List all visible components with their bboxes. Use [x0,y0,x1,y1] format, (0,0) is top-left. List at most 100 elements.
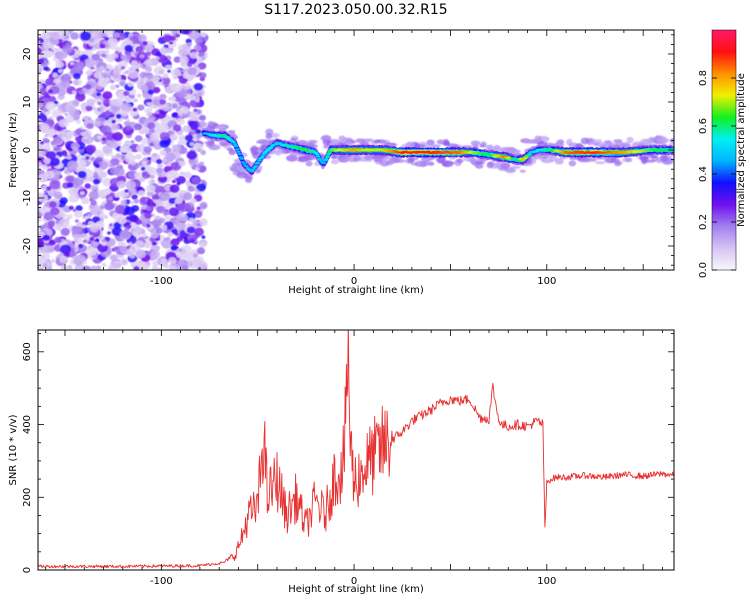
noise-cell [132,98,138,103]
noise-cell [44,134,49,138]
noise-cell [49,239,56,246]
halo-cell [497,166,508,171]
noise-cell [134,171,143,179]
noise-cell [93,178,100,185]
noise-cell [108,225,113,230]
noise-cell [62,152,68,157]
noise-cell [132,107,138,112]
noise-cell [93,241,99,246]
noise-cell [129,160,136,166]
noise-cell [68,205,74,210]
noise-cell [101,53,106,58]
noise-cell [150,250,160,259]
noise-cell [75,219,79,223]
page-title: S117.2023.050.00.32.R15 [264,2,448,18]
halo-cell [236,172,249,179]
halo-cell [523,140,536,144]
colorbar-tick-label: 0.6 [698,118,709,134]
noise-cell [54,236,62,244]
noise-cell [91,184,99,191]
halo-cell [364,156,371,160]
noise-cell [193,210,203,218]
noise-cell [186,150,197,160]
ridge-cell [231,141,236,144]
noise-cell [124,206,136,216]
halo-cell [305,160,313,167]
y-tick-label: -10 [22,190,33,206]
halo-cell [584,157,591,163]
ridge-cell [520,159,526,162]
noise-cell [39,176,47,183]
noise-cell [66,182,74,188]
ridge-cell [325,155,330,158]
halo-cell [613,139,623,143]
noise-cell [153,127,161,134]
ridge-cell [316,155,321,158]
noise-cell [93,97,100,103]
noise-cell [163,214,171,221]
ridge-cell [260,155,265,158]
noise-cell [99,43,106,49]
noise-cell [178,49,188,57]
noise-cell [99,212,106,219]
noise-cell [165,152,176,162]
x-tick-label: -100 [150,576,173,587]
noise-cell [193,83,203,91]
ridge-cell [240,161,246,164]
halo-cell [486,144,494,151]
halo-cell [643,139,653,145]
noise-cell [186,42,192,47]
noise-cell [102,91,113,100]
noise-cell [109,84,117,91]
halo-cell [422,143,433,149]
noise-cell [165,236,171,241]
noise-cell [73,80,80,86]
noise-cell [60,244,72,254]
noise-cell [129,222,137,228]
noise-cell [149,132,159,141]
noise-cell [116,47,124,53]
noise-cell [175,33,180,38]
halo-cell [580,137,589,145]
noise-cell [70,142,80,151]
noise-cell [109,99,118,106]
ridge-cell [266,148,271,151]
halo-cell [355,138,366,144]
halo-cell [621,142,631,148]
noise-cell [38,58,44,64]
noise-cell [66,154,72,160]
noise-cell [156,205,166,214]
noise-cell [194,142,200,148]
noise-cell [38,40,41,44]
noise-cell [170,161,182,171]
ridge-cell [239,157,245,160]
noise-cell [155,227,163,234]
noise-cell [178,213,189,222]
noise-cell [76,221,83,227]
noise-cell [43,190,48,194]
noise-cell [43,157,51,165]
noise-cell [94,149,104,158]
noise-cell [171,113,177,118]
y-tick-label: -20 [22,238,33,254]
noise-cell [98,189,108,198]
noise-cell [135,249,147,259]
noise-cell [83,116,88,120]
noise-cell [68,193,80,203]
noise-cell [195,129,201,135]
noise-cell [155,51,162,57]
noise-cell [169,35,176,41]
noise-cell [68,187,78,196]
noise-cell [73,73,81,80]
noise-cell [199,247,203,251]
halo-cell [554,158,564,165]
noise-cell [192,219,200,226]
ridge-cell [268,147,273,150]
halo-cell [603,140,612,145]
noise-cell [149,174,155,179]
noise-cell [99,205,105,210]
noise-cell [40,244,51,254]
noise-cell [186,226,196,234]
noise-cell [79,191,86,196]
